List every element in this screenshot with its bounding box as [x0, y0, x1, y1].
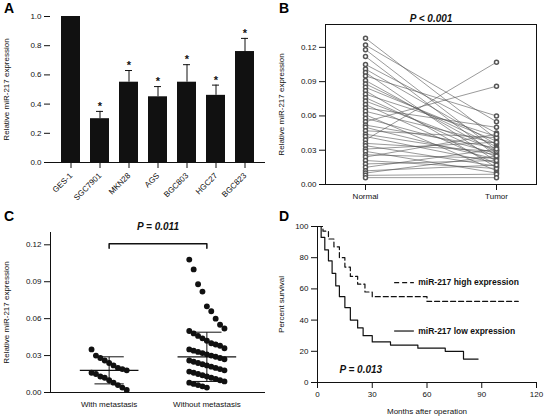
svg-text:Relative miR-217 expression: Relative miR-217 expression [2, 261, 11, 363]
html-text:C: C [4, 208, 15, 224]
svg-text:0.09: 0.09 [301, 77, 317, 86]
svg-text:1.0: 1.0 [30, 12, 42, 21]
svg-text:SGC7901: SGC7901 [72, 171, 104, 203]
svg-text:0.12: 0.12 [26, 240, 42, 249]
svg-text:Without metastasis: Without metastasis [173, 400, 241, 409]
svg-text:0.06: 0.06 [301, 111, 317, 120]
svg-text:90: 90 [477, 390, 486, 399]
svg-text:P < 0.001: P < 0.001 [410, 13, 453, 24]
svg-text:60: 60 [300, 284, 309, 293]
svg-text:0.8: 0.8 [30, 41, 42, 50]
svg-text:*: * [127, 59, 132, 71]
svg-text:miR-217 high expression: miR-217 high expression [418, 277, 519, 287]
svg-text:30: 30 [368, 390, 377, 399]
svg-text:miR-217 low expression: miR-217 low expression [418, 326, 515, 336]
svg-text:*: * [185, 53, 190, 65]
svg-text:60: 60 [423, 390, 432, 399]
svg-text:P = 0.011: P = 0.011 [137, 221, 179, 232]
svg-text:80: 80 [300, 253, 309, 262]
svg-text:20: 20 [300, 347, 309, 356]
svg-text:120: 120 [530, 390, 544, 399]
svg-text:Normal: Normal [353, 192, 379, 201]
svg-text:0.00: 0.00 [301, 180, 317, 189]
svg-text:0.06: 0.06 [26, 314, 42, 323]
svg-text:*: * [98, 100, 103, 112]
svg-text:0.0: 0.0 [30, 158, 42, 167]
svg-text:Tumor: Tumor [485, 192, 508, 201]
svg-text:0.4: 0.4 [30, 100, 42, 109]
svg-text:0.12: 0.12 [301, 43, 317, 52]
html-text:A: A [4, 0, 15, 16]
svg-text:Percent survival: Percent survival [277, 276, 286, 333]
svg-text:0.03: 0.03 [26, 351, 42, 360]
svg-text:*: * [214, 74, 219, 86]
svg-text:40: 40 [300, 316, 309, 325]
html-text:D: D [279, 208, 290, 224]
svg-text:P = 0.013: P = 0.013 [339, 364, 382, 375]
svg-text:0.2: 0.2 [30, 129, 42, 138]
svg-text:With metastasis: With metastasis [81, 400, 137, 409]
html-text:B: B [279, 0, 290, 16]
svg-text:0: 0 [315, 390, 320, 399]
svg-text:0: 0 [304, 378, 309, 387]
svg-text:Relative miR-217 expression: Relative miR-217 expression [2, 38, 11, 140]
svg-text:BGC823: BGC823 [220, 171, 248, 199]
svg-text:Relative miR-217 expression: Relative miR-217 expression [277, 53, 286, 155]
svg-text:AGS: AGS [143, 171, 161, 189]
svg-text:Months after operation: Months after operation [387, 407, 467, 416]
svg-text:HGC27: HGC27 [194, 171, 220, 197]
svg-text:GES-1: GES-1 [51, 171, 75, 195]
svg-text:0.03: 0.03 [301, 146, 317, 155]
svg-text:0.00: 0.00 [26, 388, 42, 397]
svg-text:100: 100 [295, 222, 309, 231]
svg-text:MKN28: MKN28 [107, 171, 133, 197]
svg-text:BGC803: BGC803 [162, 171, 190, 199]
svg-text:*: * [243, 27, 248, 39]
svg-text:0.09: 0.09 [26, 277, 42, 286]
svg-text:0.6: 0.6 [30, 70, 42, 79]
svg-text:*: * [156, 75, 161, 87]
